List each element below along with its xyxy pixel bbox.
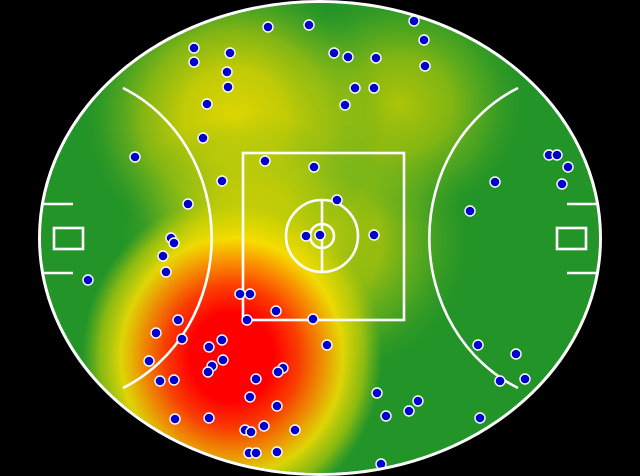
event-point[interactable] [419, 60, 431, 72]
event-point[interactable] [371, 387, 383, 399]
event-point[interactable] [289, 424, 301, 436]
event-point[interactable] [271, 400, 283, 412]
right-goal-square [555, 226, 588, 251]
event-point[interactable] [216, 334, 228, 346]
event-point[interactable] [494, 375, 506, 387]
event-point[interactable] [328, 47, 340, 59]
field-markings [44, 86, 596, 390]
event-point[interactable] [224, 47, 236, 59]
event-point[interactable] [197, 132, 209, 144]
event-point[interactable] [270, 305, 282, 317]
event-point[interactable] [143, 355, 155, 367]
event-point[interactable] [307, 313, 319, 325]
event-point[interactable] [217, 354, 229, 366]
center-square [241, 151, 406, 322]
event-point[interactable] [262, 21, 274, 33]
event-point[interactable] [160, 266, 172, 278]
event-point[interactable] [157, 250, 169, 262]
event-point[interactable] [201, 98, 213, 110]
event-point[interactable] [331, 194, 343, 206]
event-point[interactable] [203, 412, 215, 424]
event-point[interactable] [202, 366, 214, 378]
event-point[interactable] [182, 198, 194, 210]
event-point[interactable] [519, 373, 531, 385]
event-point[interactable] [154, 375, 166, 387]
event-point[interactable] [380, 410, 392, 422]
event-point[interactable] [150, 327, 162, 339]
event-point[interactable] [172, 314, 184, 326]
left-goal-square [52, 226, 85, 251]
event-point[interactable] [271, 446, 283, 458]
event-point[interactable] [464, 205, 476, 217]
event-point[interactable] [258, 420, 270, 432]
event-point[interactable] [370, 52, 382, 64]
event-point[interactable] [489, 176, 501, 188]
event-point[interactable] [129, 151, 141, 163]
event-point[interactable] [188, 56, 200, 68]
event-point[interactable] [176, 333, 188, 345]
event-point[interactable] [321, 339, 333, 351]
event-point[interactable] [259, 155, 271, 167]
event-point[interactable] [272, 366, 284, 378]
event-point[interactable] [203, 341, 215, 353]
event-point[interactable] [412, 395, 424, 407]
event-point[interactable] [308, 161, 320, 173]
left-fifty-metre-arc [122, 86, 213, 390]
event-point[interactable] [244, 288, 256, 300]
event-point[interactable] [339, 99, 351, 111]
event-point[interactable] [342, 51, 354, 63]
event-point[interactable] [168, 237, 180, 249]
event-point[interactable] [403, 405, 415, 417]
event-point[interactable] [250, 447, 262, 459]
event-point[interactable] [300, 230, 312, 242]
event-point[interactable] [244, 391, 256, 403]
event-point[interactable] [82, 274, 94, 286]
right-fifty-metre-arc [428, 86, 519, 390]
event-point[interactable] [188, 42, 200, 54]
event-point[interactable] [562, 161, 574, 173]
event-point[interactable] [303, 19, 315, 31]
event-point[interactable] [234, 288, 246, 300]
event-point[interactable] [250, 373, 262, 385]
event-point[interactable] [216, 175, 228, 187]
event-point[interactable] [245, 426, 257, 438]
event-point[interactable] [221, 66, 233, 78]
event-point[interactable] [241, 314, 253, 326]
event-point[interactable] [472, 339, 484, 351]
event-point[interactable] [169, 413, 181, 425]
event-point[interactable] [368, 82, 380, 94]
event-point[interactable] [551, 149, 563, 161]
event-point[interactable] [418, 34, 430, 46]
field-boundary-rim [38, 0, 602, 476]
event-point[interactable] [314, 229, 326, 241]
event-point[interactable] [556, 178, 568, 190]
event-point[interactable] [168, 374, 180, 386]
event-point[interactable] [510, 348, 522, 360]
event-point-layer [82, 15, 574, 470]
event-point[interactable] [474, 412, 486, 424]
event-point[interactable] [222, 81, 234, 93]
event-point[interactable] [349, 82, 361, 94]
event-point[interactable] [368, 229, 380, 241]
